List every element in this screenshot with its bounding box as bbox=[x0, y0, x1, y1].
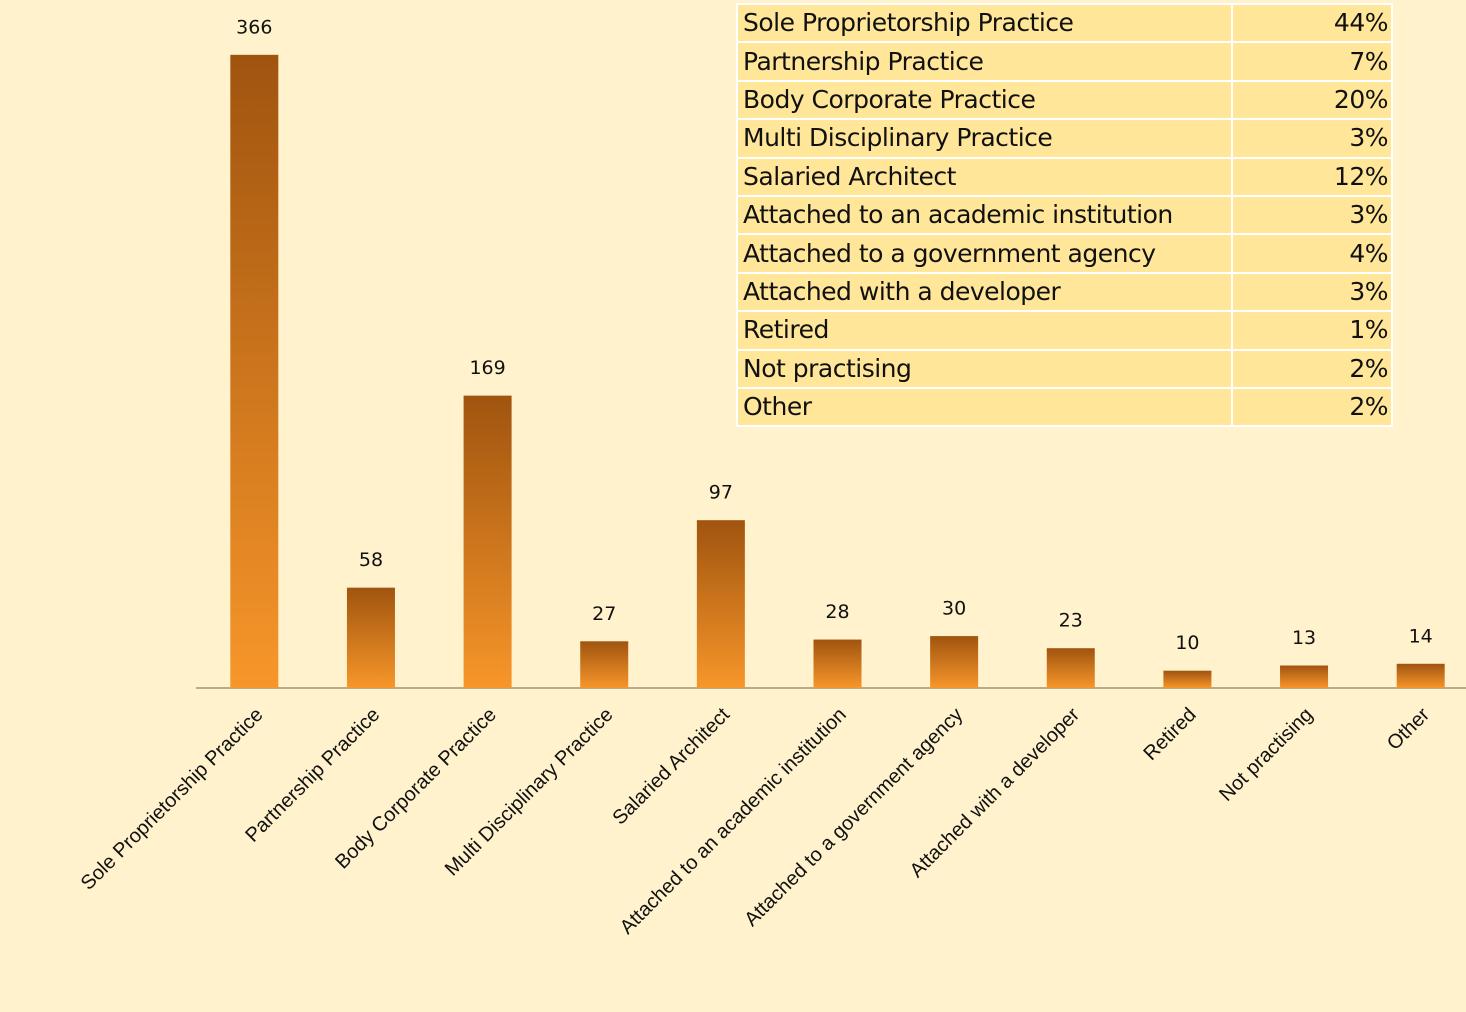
bar bbox=[580, 641, 629, 688]
value-label: 366 bbox=[236, 16, 272, 38]
bar bbox=[463, 395, 512, 688]
table-row: Other 2% bbox=[736, 386, 1393, 428]
value-label: 28 bbox=[825, 601, 849, 623]
row-label: Sole Proprietorship Practice bbox=[736, 2, 1233, 44]
value-label: 169 bbox=[469, 357, 505, 379]
row-label: Attached to a government agency bbox=[736, 233, 1233, 274]
table-row: Body Corporate Practice 20% bbox=[736, 79, 1393, 121]
value-label: 97 bbox=[709, 482, 733, 504]
row-label: Attached with a developer bbox=[736, 271, 1233, 313]
x-tick-label: Attached to a government agency bbox=[740, 704, 967, 931]
table-row: Attached to a government agency 4% bbox=[736, 233, 1393, 274]
value-label: 27 bbox=[592, 603, 616, 625]
row-share: 12% bbox=[1231, 156, 1393, 197]
bar bbox=[1280, 665, 1329, 688]
row-label: Not practising bbox=[736, 348, 1233, 389]
bar bbox=[346, 587, 395, 688]
row-label: Salaried Architect bbox=[736, 156, 1233, 197]
row-share: 3% bbox=[1231, 194, 1393, 236]
value-label: 10 bbox=[1175, 632, 1199, 654]
bar bbox=[813, 639, 862, 688]
row-label: Multi Disciplinary Practice bbox=[736, 118, 1233, 159]
table-row: Partnership Practice 7% bbox=[736, 41, 1393, 82]
row-label: Attached to an academic institution bbox=[736, 194, 1233, 236]
bar bbox=[1163, 670, 1212, 688]
x-tick-label: Salaried Architect bbox=[609, 703, 735, 829]
table-row: Retired 1% bbox=[736, 310, 1393, 351]
value-label: 14 bbox=[1409, 625, 1433, 647]
row-share: 3% bbox=[1231, 271, 1393, 313]
row-label: Body Corporate Practice bbox=[736, 79, 1233, 121]
bar bbox=[230, 54, 279, 688]
bar bbox=[930, 636, 979, 688]
table-row: Multi Disciplinary Practice 3% bbox=[736, 118, 1393, 159]
row-share: 20% bbox=[1231, 79, 1393, 121]
table-row: Attached to an academic institution 3% bbox=[736, 194, 1393, 236]
x-tick-label: Retired bbox=[1140, 704, 1201, 765]
x-tick-label: Attached to an academic institution bbox=[616, 704, 851, 939]
bar bbox=[1396, 663, 1445, 688]
row-share: 4% bbox=[1231, 233, 1393, 274]
row-share: 3% bbox=[1231, 118, 1393, 159]
row-share: 44% bbox=[1231, 2, 1393, 44]
bar bbox=[1046, 648, 1095, 688]
x-tick-label: Other bbox=[1383, 703, 1434, 754]
row-label: Retired bbox=[736, 310, 1233, 351]
x-tick-label: Not practising bbox=[1215, 704, 1317, 806]
table-row: Salaried Architect 12% bbox=[736, 156, 1393, 197]
table-row: Not practising 2% bbox=[736, 348, 1393, 389]
table-row: Sole Proprietorship Practice 44% bbox=[736, 2, 1393, 44]
row-share: 2% bbox=[1231, 348, 1393, 389]
row-label: Other bbox=[736, 386, 1233, 428]
value-label: 13 bbox=[1292, 627, 1316, 649]
table-row: Attached with a developer 3% bbox=[736, 271, 1393, 313]
table-body: Sole Proprietorship Practice 44% Partnersh… bbox=[736, 2, 1393, 428]
row-share: 1% bbox=[1231, 310, 1393, 351]
x-tick-label: Sole Proprietorship Practice bbox=[77, 704, 268, 895]
bar bbox=[696, 520, 745, 688]
value-label: 58 bbox=[359, 549, 383, 571]
value-label: 23 bbox=[1059, 610, 1083, 632]
row-label: Partnership Practice bbox=[736, 41, 1233, 82]
share-table: Sole Proprietorship Practice 44% Partnersh… bbox=[736, 2, 1393, 428]
value-label: 30 bbox=[942, 598, 966, 620]
row-share: 2% bbox=[1231, 386, 1393, 428]
row-share: 7% bbox=[1231, 41, 1393, 82]
